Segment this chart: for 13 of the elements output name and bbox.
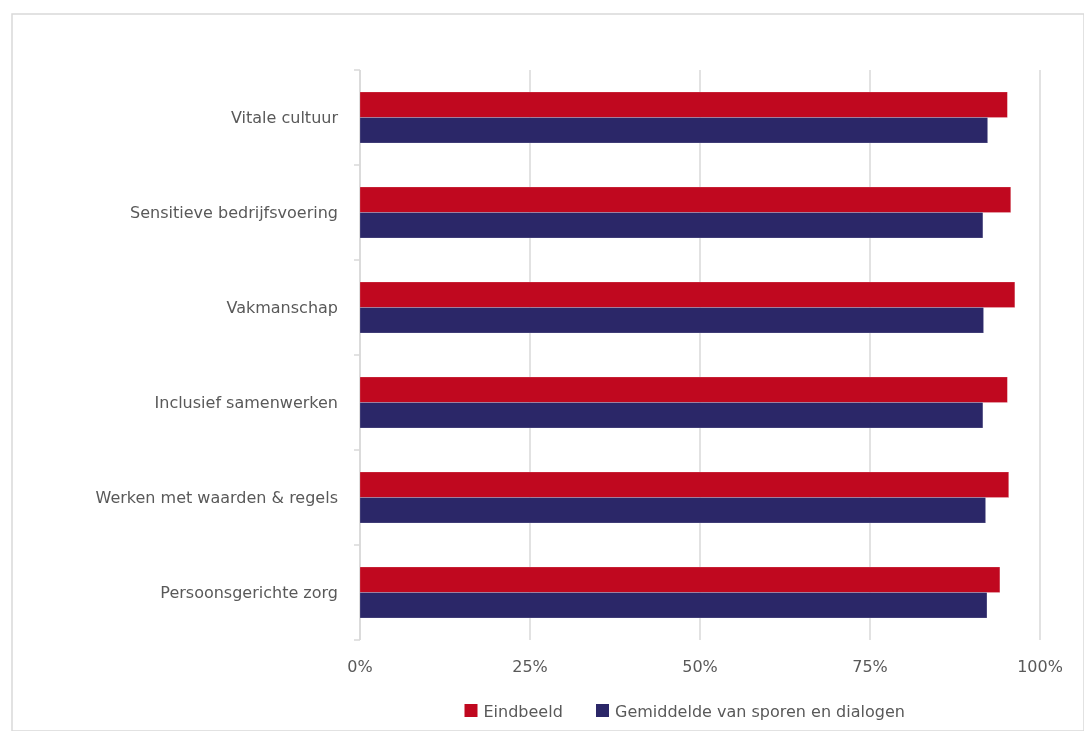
y-tick-label: Sensitieve bedrijfsvoering xyxy=(130,203,338,223)
y-tick-label: Vakmanschap xyxy=(226,298,338,318)
x-tick-label: 50% xyxy=(682,657,718,676)
x-tick-label: 75% xyxy=(852,657,888,676)
y-tick-label: Persoonsgerichte zorg xyxy=(160,583,338,603)
x-tick-label: 100% xyxy=(1017,657,1063,676)
y-tick-label: Inclusief samenwerken xyxy=(154,393,338,413)
legend-label: Eindbeeld xyxy=(483,702,563,721)
x-tick-label: 25% xyxy=(512,657,548,676)
legend-label: Gemiddelde van sporen en dialogen xyxy=(615,702,905,721)
y-tick-label: Werken met waarden & regels xyxy=(95,488,338,508)
y-tick-label: Vitale cultuur xyxy=(230,108,339,128)
x-tick-label: 0% xyxy=(347,657,373,676)
